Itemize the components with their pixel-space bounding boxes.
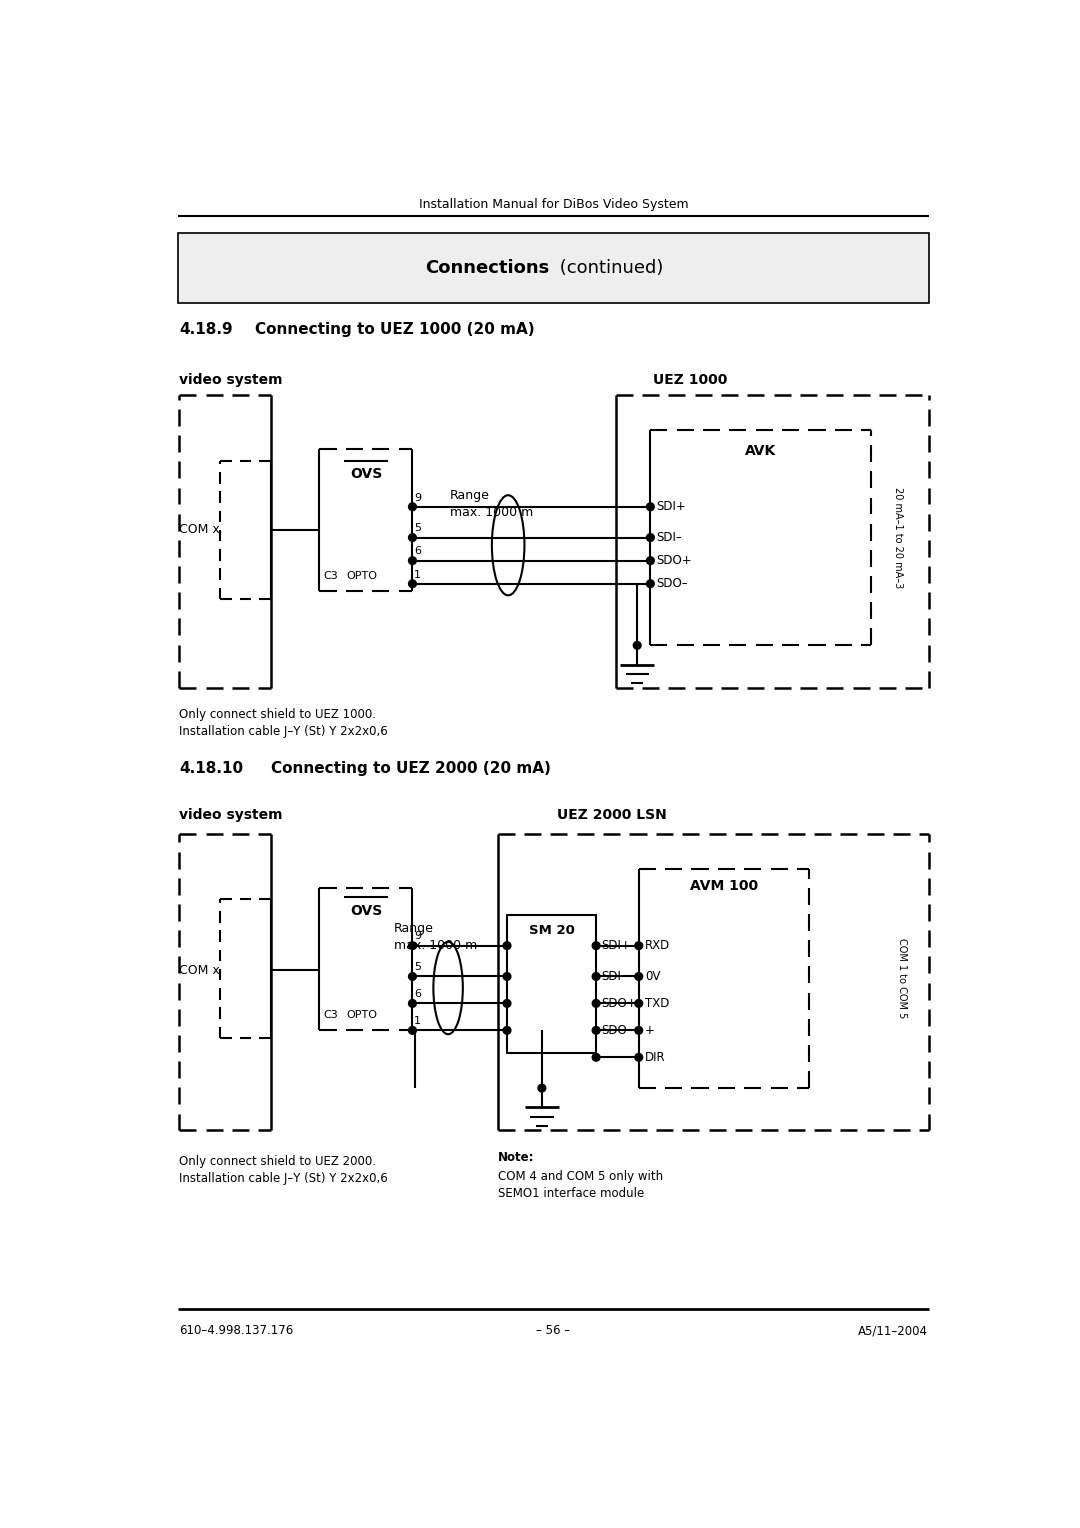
Text: Connecting to UEZ 1000 (20 mA): Connecting to UEZ 1000 (20 mA) — [255, 322, 535, 338]
Text: 9: 9 — [414, 932, 421, 941]
Circle shape — [635, 941, 643, 949]
Text: 4.18.9: 4.18.9 — [179, 322, 233, 338]
Text: SDI–: SDI– — [656, 532, 681, 544]
Text: – 56 –: – 56 – — [537, 1325, 570, 1337]
Text: Installation cable J–Y (St) Y 2x2x0,6: Installation cable J–Y (St) Y 2x2x0,6 — [179, 1172, 388, 1184]
Circle shape — [635, 1053, 643, 1060]
Circle shape — [592, 941, 600, 949]
Text: A5/11–2004: A5/11–2004 — [858, 1325, 928, 1337]
Text: OPTO: OPTO — [347, 571, 378, 581]
Text: 9: 9 — [414, 492, 421, 503]
Circle shape — [635, 999, 643, 1007]
Circle shape — [408, 941, 416, 949]
Circle shape — [538, 1085, 545, 1093]
Text: max. 1000 m: max. 1000 m — [394, 940, 477, 952]
Text: OVS: OVS — [350, 468, 382, 481]
Circle shape — [408, 503, 416, 510]
Text: 0V: 0V — [645, 970, 660, 983]
Text: RXD: RXD — [645, 940, 671, 952]
Text: video system: video system — [179, 808, 283, 822]
Text: +: + — [645, 1024, 654, 1038]
Text: SEMO1 interface module: SEMO1 interface module — [498, 1187, 644, 1199]
Text: Only connect shield to UEZ 2000.: Only connect shield to UEZ 2000. — [179, 1155, 376, 1167]
Text: Range: Range — [450, 489, 490, 503]
Text: COM x: COM x — [179, 964, 220, 976]
Circle shape — [635, 973, 643, 981]
Circle shape — [592, 999, 600, 1007]
Circle shape — [592, 1027, 600, 1034]
Circle shape — [647, 503, 654, 510]
Text: Only connect shield to UEZ 1000.: Only connect shield to UEZ 1000. — [179, 707, 376, 721]
Text: Installation cable J–Y (St) Y 2x2x0,6: Installation cable J–Y (St) Y 2x2x0,6 — [179, 726, 388, 738]
Text: COM 1 to COM 5: COM 1 to COM 5 — [897, 938, 907, 1019]
Circle shape — [408, 556, 416, 564]
Circle shape — [408, 973, 416, 981]
Text: SM 20: SM 20 — [528, 924, 575, 937]
Text: OVS: OVS — [350, 905, 382, 918]
Text: 1: 1 — [414, 570, 421, 579]
Text: C3: C3 — [323, 1010, 338, 1021]
Text: Note:: Note: — [498, 1151, 535, 1164]
Text: OPTO: OPTO — [347, 1010, 378, 1021]
Text: 6: 6 — [414, 989, 421, 999]
Text: SDO–: SDO– — [656, 578, 688, 590]
Text: 6: 6 — [414, 547, 421, 556]
Text: 610–4.998.137.176: 610–4.998.137.176 — [179, 1325, 294, 1337]
Text: TXD: TXD — [645, 996, 670, 1010]
Text: SDI–: SDI– — [600, 970, 626, 983]
Text: Range: Range — [394, 923, 434, 935]
Text: 1: 1 — [414, 1016, 421, 1027]
Circle shape — [408, 1027, 416, 1034]
Text: DIR: DIR — [645, 1051, 665, 1063]
Text: UEZ 1000: UEZ 1000 — [652, 373, 727, 388]
Circle shape — [592, 1053, 600, 1060]
Circle shape — [503, 973, 511, 981]
Circle shape — [633, 642, 642, 649]
Circle shape — [592, 973, 600, 981]
Text: AVM 100: AVM 100 — [690, 880, 758, 894]
Text: SDO–: SDO– — [600, 1024, 633, 1038]
Text: SDO+: SDO+ — [600, 996, 636, 1010]
Text: 5: 5 — [414, 523, 421, 533]
Text: COM 4 and COM 5 only with: COM 4 and COM 5 only with — [498, 1170, 663, 1183]
Text: SDI+: SDI+ — [600, 940, 631, 952]
FancyBboxPatch shape — [177, 234, 930, 303]
Circle shape — [635, 1027, 643, 1034]
Circle shape — [408, 533, 416, 541]
Text: 4.18.10: 4.18.10 — [179, 761, 243, 776]
Text: AVK: AVK — [745, 443, 777, 457]
Circle shape — [647, 556, 654, 564]
Text: 5: 5 — [414, 963, 421, 972]
Text: C3: C3 — [323, 571, 338, 581]
Text: video system: video system — [179, 373, 283, 388]
Text: Installation Manual for DiBos Video System: Installation Manual for DiBos Video Syst… — [419, 199, 688, 211]
Text: UEZ 2000 LSN: UEZ 2000 LSN — [557, 808, 667, 822]
Circle shape — [408, 581, 416, 588]
Text: 20 mA–1 to 20 mA–3: 20 mA–1 to 20 mA–3 — [893, 487, 903, 588]
Circle shape — [503, 941, 511, 949]
Circle shape — [647, 533, 654, 541]
Circle shape — [503, 1027, 511, 1034]
Text: max. 1000 m: max. 1000 m — [450, 506, 534, 520]
Text: Connections: Connections — [426, 260, 550, 277]
Text: SDI+: SDI+ — [656, 500, 686, 513]
Text: (continued): (continued) — [554, 260, 663, 277]
Text: COM x: COM x — [179, 524, 220, 536]
Text: Connecting to UEZ 2000 (20 mA): Connecting to UEZ 2000 (20 mA) — [271, 761, 551, 776]
Circle shape — [503, 999, 511, 1007]
Circle shape — [647, 581, 654, 588]
Text: SDO+: SDO+ — [656, 555, 691, 567]
Circle shape — [408, 999, 416, 1007]
